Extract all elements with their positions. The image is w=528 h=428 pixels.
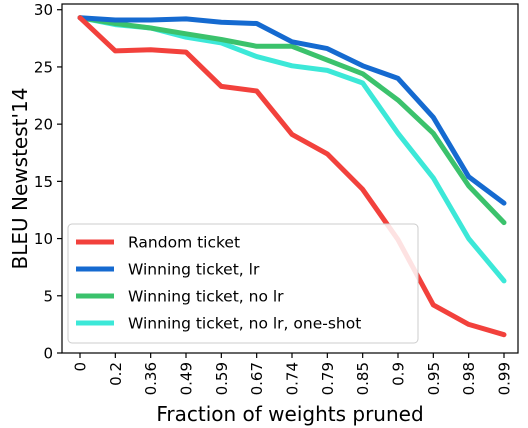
y-tick-label: 25 [34,58,53,76]
x-tick-label: 0 [72,362,90,372]
x-axis-label: Fraction of weights pruned [156,402,423,426]
x-tick-label: 0.85 [354,362,372,395]
legend-label: Winning ticket, lr [128,261,260,279]
y-tick-label: 20 [34,116,53,134]
x-tick-label: 0.49 [178,362,196,395]
x-axis-ticks: 0 0.2 0.36 0.49 0.59 0.67 0.74 0.79 0.85 0.9 0.95 0… [72,353,514,395]
y-tick-label: 15 [34,173,53,191]
y-axis-ticks: 0 5 10 15 20 25 30 [34,1,62,363]
series-lines [77,15,507,338]
x-tick-label: 0.2 [107,362,125,386]
y-axis-label: BLEU Newstest'14 [8,88,32,270]
x-tick-label: 0.67 [248,362,266,395]
x-tick-label: 0.36 [142,362,160,395]
legend-box [67,223,419,344]
x-tick-label: 0.9 [390,362,408,386]
series-line-0 [77,15,507,338]
x-tick-label: 0.59 [213,362,231,395]
y-tick-label: 30 [34,1,53,19]
y-tick-label: 0 [43,345,53,363]
x-tick-label: 0.74 [284,362,302,395]
legend-label: Winning ticket, no lr, one-shot [128,315,361,333]
y-tick-label: 5 [43,287,53,305]
plot-frame [61,3,519,354]
x-tick-label: 0.99 [496,362,514,395]
legend-label: Winning ticket, no lr [128,288,284,306]
series-line-1 [77,15,507,206]
y-tick-label: 10 [34,230,53,248]
x-tick-label: 0.95 [425,362,443,395]
legend: Random ticket Winning ticket, lr Winning t… [67,223,419,344]
legend-label: Random ticket [128,234,240,252]
series-line-2 [77,15,507,226]
x-tick-label: 0.98 [460,362,478,395]
x-tick-label: 0.79 [319,362,337,395]
